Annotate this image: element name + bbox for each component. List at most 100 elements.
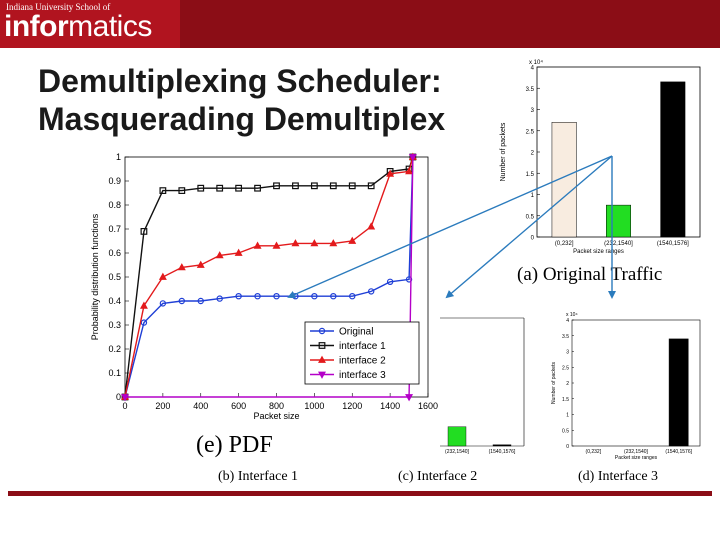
chart-e-ylabel: Probability distribution functions	[90, 213, 100, 340]
footer-bar	[8, 491, 712, 496]
chart-e-point	[311, 293, 318, 300]
chart-a-ytick-label: 3.5	[526, 87, 535, 93]
chart-e-point	[253, 241, 262, 249]
chart-e-point	[196, 260, 205, 268]
chart-e-point	[159, 187, 167, 195]
chart-d-caption: (d) Interface 3	[578, 469, 658, 484]
chart-a: 0 0.5 1 1.5 2 2.5 3 3.5 4x 10⁴ (0,232] (232,1540] (…	[500, 59, 701, 285]
chart-a-bar	[606, 204, 631, 238]
chart-e-xtick-label: 1600	[418, 401, 438, 411]
chart-e-point	[292, 182, 299, 190]
chart-e-legend-marker	[318, 327, 326, 335]
chart-e-point	[139, 301, 148, 309]
chart-e: 0 0.1 0.2 0.3 0.4 0.5 0.6 0.7 0.8 0.9 1 0 200 400 600 8…	[90, 152, 438, 458]
chart-e-ytick-label: 0.1	[108, 368, 121, 378]
chart-e-legend-label: interface 1	[339, 341, 386, 352]
chart-d-bar	[668, 338, 689, 447]
chart-c-category-label: (1540,1576]	[489, 449, 516, 455]
chart-e-point	[367, 288, 375, 295]
chart-a-ytick-label: 1	[531, 193, 535, 199]
chart-d: 0 0.5 1 1.5 2 2.5 3 3.5 4x 10⁴ (0,232] (232,1540] (…	[551, 312, 701, 484]
informatics-logo: informatics	[4, 10, 152, 44]
chart-e-xtick-label: 1400	[380, 401, 400, 411]
chart-e-series-line	[124, 156, 414, 398]
chart-d-ytick-label: 4	[566, 318, 569, 324]
chart-e-point	[349, 293, 356, 300]
chart-e-point	[348, 236, 357, 244]
chart-e-legend: Original interface 1 interface 2 interface …	[304, 321, 420, 385]
chart-d-ytick-label: 1.5	[562, 397, 569, 403]
chart-e-point	[178, 187, 186, 195]
chart-e-legend-label: interface 2	[339, 356, 386, 367]
chart-a-ylabel: Number of packets	[500, 122, 507, 181]
chart-a-caption: (a) Original Traffic	[517, 264, 662, 285]
chart-e-ytick-label: 0	[116, 392, 121, 402]
chart-e-point	[329, 182, 337, 190]
chart-e-ytick-label: 1	[116, 152, 121, 162]
slide-title: Demultiplexing Scheduler: Masquerading D…	[38, 62, 518, 140]
chart-e-point	[197, 184, 205, 192]
chart-e-ytick-label: 0.5	[108, 272, 121, 282]
chart-e-point	[254, 184, 261, 192]
header-banner: Indiana University School of informatics	[0, 0, 720, 48]
chart-e-legend-marker	[318, 371, 326, 379]
chart-a-category-label: (0,232]	[555, 241, 574, 247]
chart-e-point	[367, 182, 375, 190]
chart-e-xlabel: Packet size	[253, 411, 299, 421]
chart-e-legend-label: Original	[339, 327, 373, 338]
chart-e-xtick-label: 600	[231, 401, 246, 411]
chart-e-point	[178, 297, 186, 305]
chart-e-point	[405, 394, 414, 402]
chart-e-point	[386, 278, 394, 285]
chart-e-point	[408, 154, 417, 162]
chart-e-point	[197, 297, 204, 305]
chart-e-series-line	[124, 156, 414, 398]
chart-e-legend-marker	[318, 342, 326, 349]
logo-bold-part: infor	[4, 10, 69, 43]
chart-e-ytick-label: 0.7	[108, 224, 121, 234]
chart-e-series-2	[121, 152, 417, 400]
chart-e-xtick-label: 1200	[342, 401, 362, 411]
chart-e-xtick-label: 1000	[304, 401, 324, 411]
chart-e-point	[235, 184, 243, 192]
chart-e-xtick-label: 200	[155, 401, 170, 411]
chart-e-point	[310, 182, 318, 190]
chart-e-point	[234, 248, 243, 256]
chart-c-bar	[492, 444, 512, 447]
chart-e-point	[310, 239, 319, 247]
chart-e-legend-marker	[318, 355, 326, 363]
chart-e-point	[235, 293, 242, 300]
slide-title-line2: Masquerading Demultiplex	[38, 101, 446, 137]
chart-e-point	[216, 295, 223, 302]
chart-d-ytick-label: 3	[566, 350, 569, 356]
chart-d-ytick-label: 1	[566, 413, 569, 419]
chart-e-point	[254, 293, 261, 300]
chart-e-point	[348, 182, 356, 190]
chart-a-ytick-label: 0	[531, 236, 535, 242]
logo-subtitle: Indiana University School of	[6, 2, 111, 12]
chart-a-ytick-label: 3	[531, 108, 535, 114]
chart-e-point	[273, 182, 280, 190]
chart-a-ytick-label: 2.5	[526, 129, 535, 135]
chart-a-category-label: (232,1540]	[604, 241, 633, 247]
chart-d-category-label: (1540,1576]	[665, 449, 692, 455]
chart-e-series-3	[121, 154, 417, 402]
chart-e-point	[121, 394, 129, 402]
chart-d-ytick-label: 2.5	[562, 365, 569, 371]
chart-e-point	[272, 241, 281, 249]
chart-e-point	[216, 184, 224, 192]
chart-e-xtick-label: 0	[122, 401, 127, 411]
chart-d-ytick-label: 0	[566, 444, 569, 450]
chart-e-ytick-label: 0.2	[108, 344, 121, 354]
chart-c: (232,1540] (1540,1576] (c) Interface 2	[398, 317, 525, 484]
chart-e-point	[291, 239, 300, 247]
chart-e-caption: (e) PDF	[196, 432, 273, 458]
chart-a-ytick-label: 1.5	[526, 172, 535, 178]
chart-d-ytick-label: 3.5	[562, 334, 569, 340]
chart-d-category-label: (0,232]	[586, 449, 602, 455]
logo-regular-part: matics	[68, 10, 152, 43]
slide-title-line1: Demultiplexing Scheduler:	[38, 63, 442, 99]
chart-d-exponent: x 10⁴	[566, 312, 578, 318]
chart-e-point	[273, 293, 280, 300]
